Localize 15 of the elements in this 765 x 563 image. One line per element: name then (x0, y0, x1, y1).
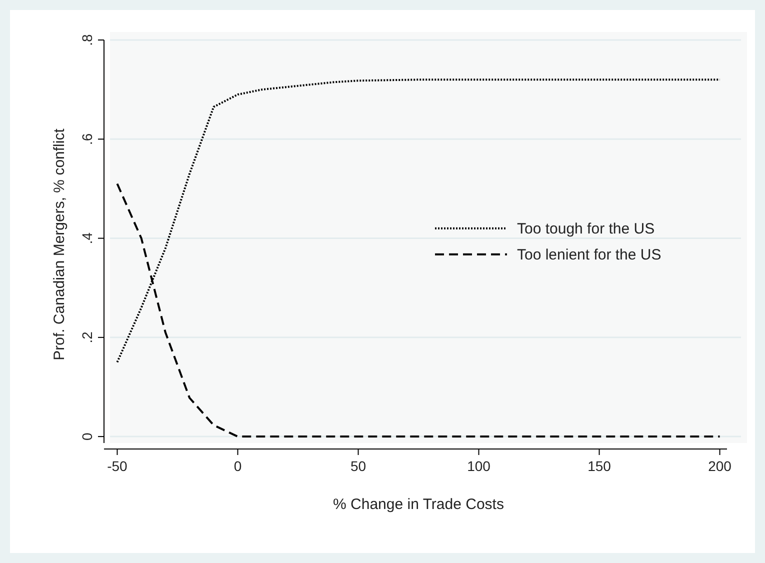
y-tick-label: 0 (79, 432, 95, 440)
y-tick-label: .4 (79, 232, 95, 244)
x-tick-label: 100 (467, 458, 491, 474)
y-tick-label: .8 (79, 34, 95, 46)
y-tick-label: .2 (79, 331, 95, 344)
legend-label: Too lenient for the US (517, 246, 662, 264)
x-tick-label: -50 (107, 458, 128, 474)
y-tick-label: .6 (79, 133, 95, 145)
x-tick-label: 200 (708, 458, 732, 474)
x-tick-label: 0 (234, 458, 242, 474)
legend-label: Too tough for the US (517, 220, 655, 238)
x-tick-label: 50 (350, 458, 366, 474)
x-axis-title: % Change in Trade Costs (333, 496, 504, 513)
x-tick-label: 150 (588, 458, 612, 474)
y-axis-title: Prof. Canadian Mergers, % conflict (51, 128, 68, 360)
